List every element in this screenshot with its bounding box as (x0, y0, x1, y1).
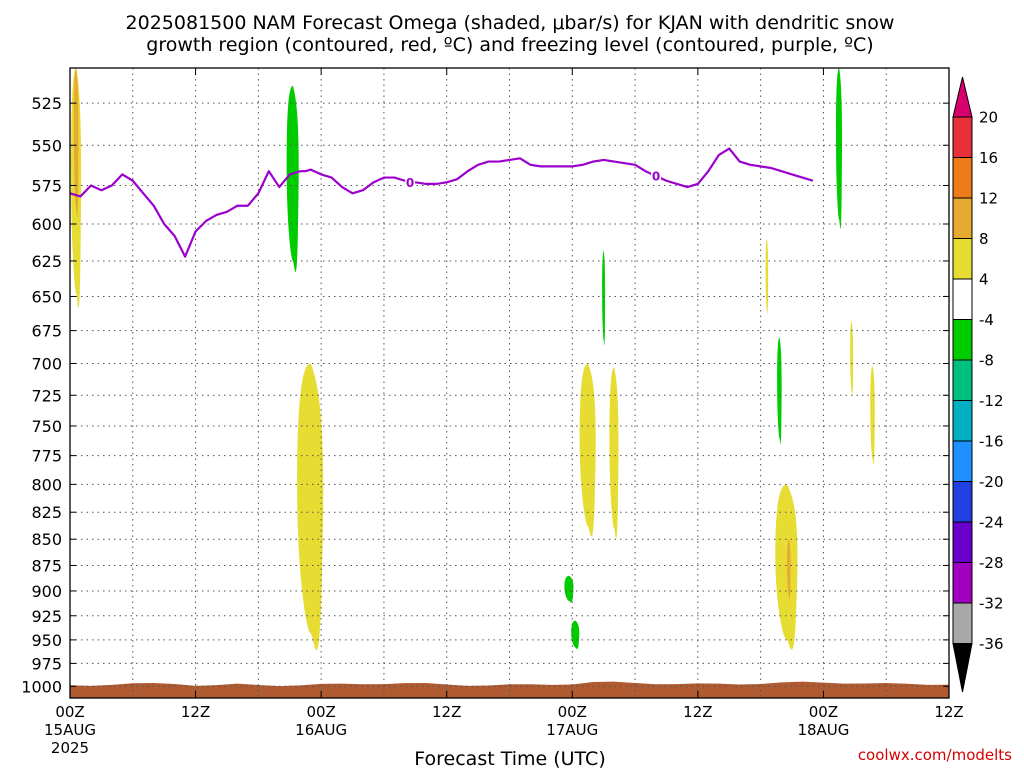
colorbar-swatch-11 (952, 521, 973, 563)
colorbar-label-13: -36 (979, 635, 1004, 653)
grid-layer (70, 68, 949, 698)
fz-label-bg-0 (405, 175, 416, 189)
y-tick-label-900: 900 (31, 582, 62, 601)
x-tick-label-84: 12Z (934, 703, 963, 721)
x-tick-date-24: 16AUG (295, 721, 347, 739)
plot-frame (69, 67, 950, 699)
colorbar-label-12: -32 (979, 595, 1004, 613)
y-tick-label-550: 550 (31, 136, 62, 155)
colorbar-label-1: 16 (979, 149, 998, 167)
colorbar-label-10: -24 (979, 514, 1004, 532)
colorbar-swatch-4 (952, 238, 973, 280)
x-tick-label-60: 12Z (683, 703, 712, 721)
colorbar-label-2: 12 (979, 190, 998, 208)
x-tick-date-0: 15AUG (44, 721, 96, 739)
colorbar-swatch-10 (952, 481, 973, 523)
y-tick-label-700: 700 (31, 355, 62, 374)
colorbar-swatch-9 (952, 440, 973, 482)
y-tick-label-800: 800 (31, 475, 62, 494)
x-tick-label-0: 00Z (55, 703, 84, 721)
y-tick-label-575: 575 (31, 176, 62, 195)
y-tick-label-675: 675 (31, 322, 62, 341)
y-tick-label-925: 925 (31, 607, 62, 626)
omega-region-12 (775, 484, 798, 650)
colorbar-label-0: 20 (979, 109, 998, 127)
y-tick-label-650: 650 (31, 287, 62, 306)
omega-region-9 (571, 620, 580, 650)
colorbar-swatch-12 (952, 562, 973, 604)
y-tick-label-850: 850 (31, 530, 62, 549)
omega-region-11 (777, 337, 782, 445)
omega-region-15 (870, 366, 875, 465)
freezing-level-line (70, 147, 814, 258)
omega-region-2 (286, 85, 299, 272)
omega-region-7 (609, 367, 619, 539)
y-tick-label-725: 725 (31, 386, 62, 405)
y-tick-label-625: 625 (31, 252, 62, 271)
y-tick-label-750: 750 (31, 417, 62, 436)
omega-colorbar: 20 16 12 8 4 -4 -8 -12 -16 -20 -24 -28 -32 -36 (952, 76, 1004, 693)
x-tick-date-72: 18AUG (797, 721, 849, 739)
x-tick-label-12: 12Z (181, 703, 210, 721)
y-tick-label-775: 775 (31, 447, 62, 466)
colorbar-label-5: -4 (979, 311, 994, 329)
y-tick-label-1000: 1000 (21, 677, 62, 696)
colorbar-swatch-5 (952, 278, 973, 320)
y-tick-label-600: 600 (31, 215, 62, 234)
colorbar-swatch-7 (952, 359, 973, 401)
y-tick-label-950: 950 (31, 631, 62, 650)
omega-region-4 (297, 363, 324, 651)
omega-region-13 (787, 539, 791, 600)
colorbar-swatch-6 (952, 319, 973, 361)
x-tick-label-48: 00Z (558, 703, 587, 721)
colorbar-label-4: 4 (979, 271, 989, 289)
omega-region-8 (564, 575, 574, 603)
colorbar-label-6: -8 (979, 352, 994, 370)
omega-region-14 (850, 321, 854, 396)
x-tick-label-72: 00Z (809, 703, 838, 721)
colorbar-label-8: -16 (979, 433, 1004, 451)
y-tick-label-525: 525 (31, 94, 62, 113)
omega-region-10 (765, 238, 769, 315)
omega-region-1 (73, 68, 79, 218)
x-tick-label-24: 00Z (306, 703, 335, 721)
x-tick-label-36: 12Z (432, 703, 461, 721)
colorbar-swatch-2 (952, 157, 973, 199)
freezing-level-label-1: 0 (652, 169, 660, 183)
colorbar-top-arrow (952, 76, 973, 118)
y-tick-label-975: 975 (31, 654, 62, 673)
x-axis-title: Forecast Time (UTC) (414, 748, 605, 768)
colorbar-label-7: -12 (979, 392, 1004, 410)
omega-shading-layer (71, 68, 875, 651)
colorbar-swatch-13 (952, 602, 973, 644)
credit-text: coolwx.com/modelts (858, 746, 1012, 764)
colorbar-label-3: 8 (979, 230, 989, 248)
omega-region-5 (602, 250, 606, 346)
omega-region-6 (579, 363, 596, 537)
freezing-level-label-0: 0 (406, 176, 414, 190)
y-tick-label-825: 825 (31, 503, 62, 522)
colorbar-swatch-1 (952, 116, 973, 158)
omega-region-3 (835, 68, 843, 229)
colorbar-swatch-8 (952, 400, 973, 442)
y-tick-label-875: 875 (31, 556, 62, 575)
chart-title-line1: 2025081500 NAM Forecast Omega (shaded, μ… (126, 12, 895, 34)
chart-title-line2: growth region (contoured, red, ºC) and f… (146, 34, 873, 56)
fz-label-bg-1 (651, 168, 661, 182)
x-tick-date-48: 17AUG (546, 721, 598, 739)
colorbar-label-9: -20 (979, 473, 1004, 491)
colorbar-bottom-arrow (952, 643, 973, 693)
colorbar-label-11: -28 (979, 554, 1004, 572)
colorbar-swatch-3 (952, 197, 973, 239)
y-axis-ticks: 525 550 575 600 625 650 675 700 725 750 775 800 825 8… (21, 94, 949, 696)
x-tick-year-0: 2025 (51, 739, 89, 757)
